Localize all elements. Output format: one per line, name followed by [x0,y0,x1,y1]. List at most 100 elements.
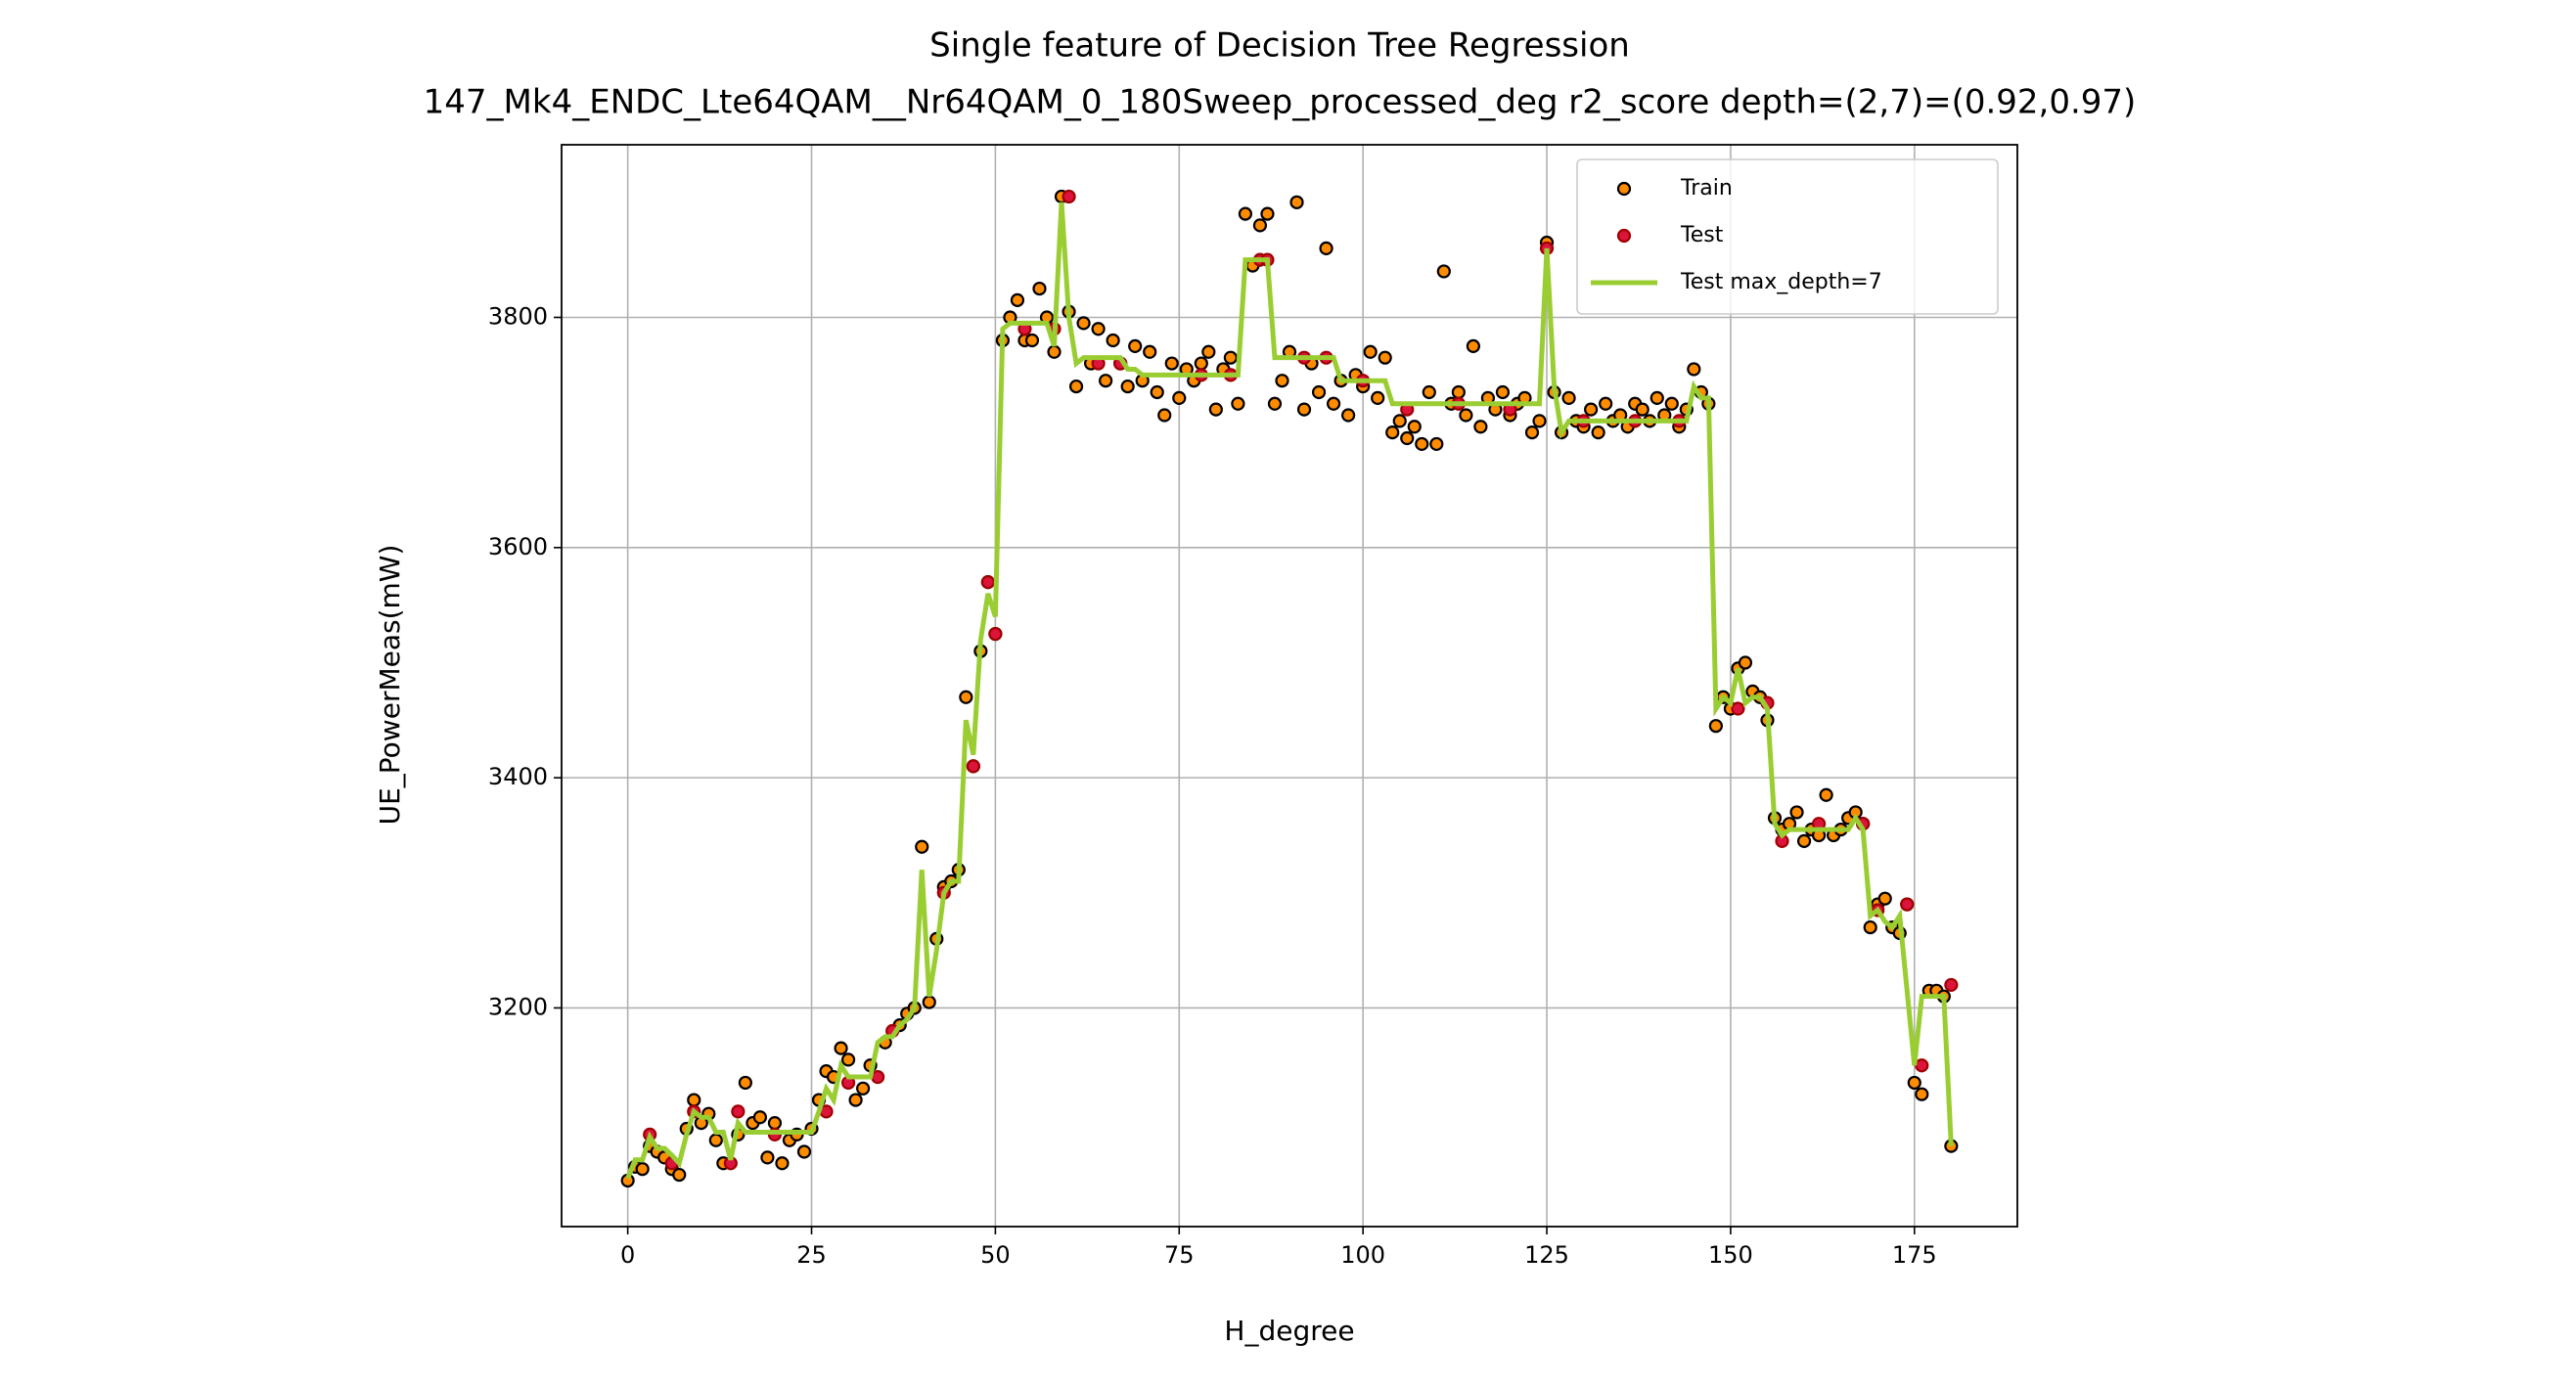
point [1091,322,1106,336]
point [1429,436,1444,452]
point [1296,402,1312,417]
point [840,1052,856,1067]
x-tick-label: 100 [1340,1241,1385,1269]
point [1415,436,1429,452]
point [1944,977,1959,993]
point [1451,384,1466,400]
point [1311,384,1327,400]
plot-frame [561,144,2018,1228]
point [1915,1058,1929,1073]
point [738,1075,752,1091]
point [635,1162,650,1177]
point [1900,897,1915,912]
line [625,201,1954,1180]
point [1915,1087,1929,1101]
point [1687,362,1701,377]
point [767,1116,783,1131]
point [775,1156,790,1171]
chart-title: Single feature of Decision Tree Regressi… [929,26,1630,66]
point [1650,390,1664,405]
point [687,1093,701,1107]
point [980,575,995,590]
x-tick-label: 150 [1708,1241,1753,1269]
point [1877,891,1892,906]
point [760,1150,775,1165]
legend-swatch [1616,228,1632,244]
point [1708,719,1723,734]
point [1194,356,1208,371]
point [1319,241,1333,255]
point [1157,408,1172,423]
point [796,1144,812,1159]
point [1591,425,1605,440]
point [848,1093,863,1107]
point [1010,292,1025,307]
point [1326,396,1341,411]
point [1532,414,1547,428]
point [1231,396,1245,411]
x-tick-label: 75 [1164,1241,1195,1269]
x-axis-label: H_degree [1224,1315,1354,1347]
point [1076,316,1091,331]
x-tick-label: 175 [1892,1241,1937,1269]
point [752,1110,768,1125]
point [1341,408,1356,423]
point [1473,420,1488,434]
point [1099,374,1113,388]
point [915,839,929,854]
point [966,759,980,774]
legend-label: Test [1680,223,1724,247]
point [1599,396,1613,411]
point [1201,344,1216,359]
x-tick-label: 50 [980,1241,1011,1269]
point [1208,402,1223,417]
point [731,1104,746,1119]
y-tick-label: 3400 [488,763,548,790]
point [1275,374,1289,388]
point [1819,787,1833,802]
point [1466,338,1480,354]
point [1032,281,1047,296]
legend: Train Test Test max_depth=7 [1576,158,1999,315]
point [1422,384,1436,400]
point [1524,425,1540,440]
point [1238,206,1253,221]
point [1047,344,1062,359]
point [1635,402,1650,417]
legend-label: Train [1680,176,1733,201]
point [1164,356,1179,371]
point [1392,414,1407,428]
point [1143,344,1157,359]
x-tick-label: 125 [1524,1241,1569,1269]
point [1796,833,1812,848]
y-axis-label: UE_PowerMeas(mW) [374,545,406,826]
point [1664,396,1679,411]
scatter-series [620,189,1959,1188]
point [1128,338,1143,354]
x-tick-label: 25 [796,1241,827,1269]
scatter-series [643,189,1959,1171]
point [988,626,1003,642]
legend-swatch [1616,181,1632,197]
point [1223,350,1238,365]
legend-label: Test max_depth=7 [1680,270,1882,294]
point [1738,655,1753,670]
point [1371,390,1385,405]
point [1561,390,1576,405]
x-tick-label: 0 [620,1241,635,1269]
point [1436,264,1451,279]
point [1267,396,1283,411]
point [1252,218,1268,233]
y-tick-label: 3200 [488,993,548,1020]
legend-box [1576,158,1999,315]
point [708,1133,723,1147]
point [959,690,973,704]
point [1863,919,1877,935]
point [834,1041,848,1055]
point [1789,805,1804,820]
point [1495,384,1511,400]
point [1378,350,1392,365]
point [1289,195,1304,209]
point [1731,701,1745,716]
point [1120,379,1135,394]
